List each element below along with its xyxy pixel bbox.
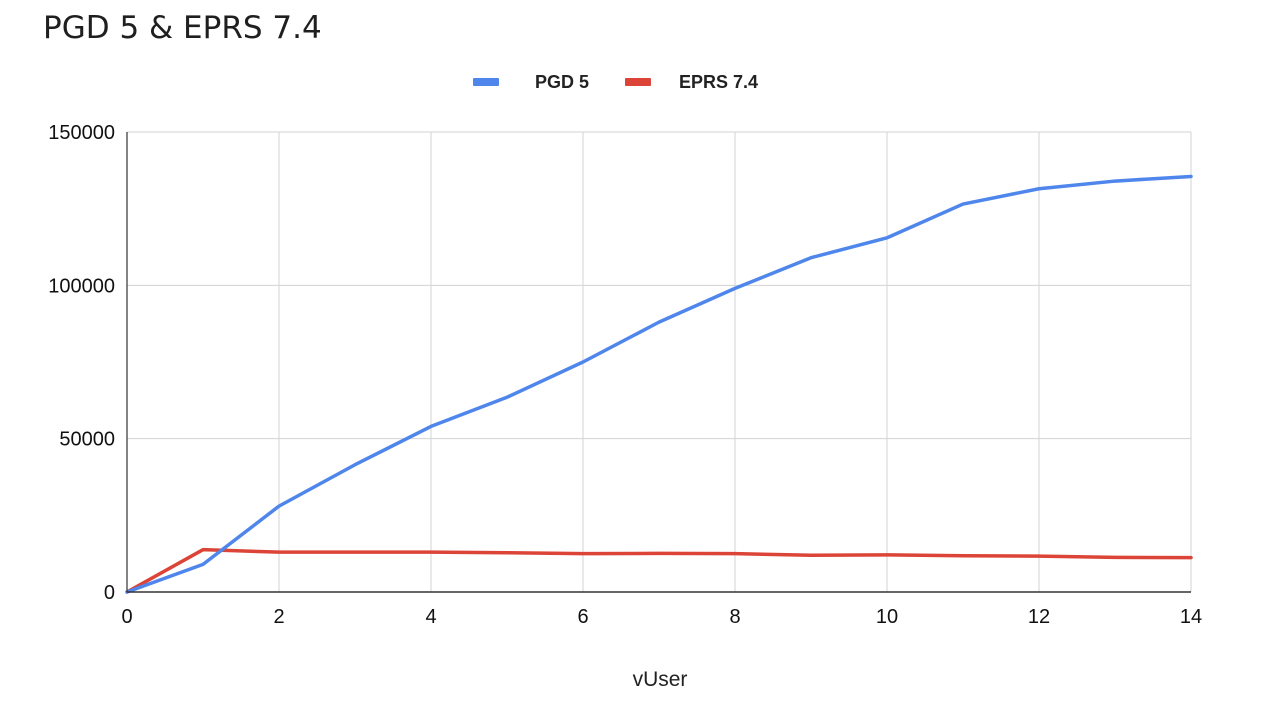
legend-label: PGD 5	[535, 72, 589, 92]
axes: 0 2 4 6 8 10 12 14 0 50000 100000 150000 vUser	[48, 122, 1202, 691]
y-tick-label: 50000	[59, 429, 115, 451]
series-line-pgd-5	[125, 174, 1193, 594]
x-axis-label: vUser	[633, 668, 688, 691]
y-tick-label: 0	[104, 582, 115, 604]
x-tick-label: 2	[273, 606, 284, 628]
x-tick-label: 14	[1180, 606, 1202, 628]
chart-title: PGD 5 & EPRS 7.4	[43, 10, 322, 46]
x-tick-label: 10	[876, 606, 898, 628]
legend: PGD 5 EPRS 7.4	[473, 72, 758, 92]
x-tick-label: 4	[425, 606, 436, 628]
x-tick-label: 0	[121, 606, 132, 628]
x-tick-label: 12	[1028, 606, 1050, 628]
grid	[126, 131, 1192, 593]
legend-swatch	[625, 78, 651, 86]
legend-label: EPRS 7.4	[679, 72, 758, 92]
series-line-eprs-7-4	[125, 547, 1193, 594]
series-lines	[125, 174, 1193, 594]
x-tick-label: 6	[577, 606, 588, 628]
y-tick-label: 100000	[48, 275, 115, 297]
y-tick-label: 150000	[48, 122, 115, 144]
legend-swatch	[473, 78, 499, 86]
x-tick-label: 8	[729, 606, 740, 628]
